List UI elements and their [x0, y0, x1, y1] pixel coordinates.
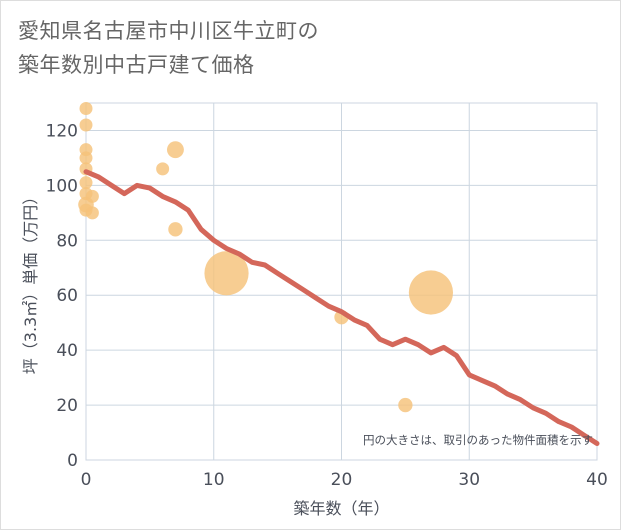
y-axis-label: 坪（3.3㎡）単価（万円） — [21, 189, 40, 374]
data-point — [79, 151, 93, 165]
data-points — [78, 101, 454, 413]
x-tick-label: 20 — [331, 470, 353, 490]
y-tick-label: 20 — [56, 396, 78, 416]
data-point — [398, 397, 413, 413]
data-point — [85, 189, 99, 203]
chart-title-line1: 愛知県名古屋市中川区牛立町の — [18, 19, 319, 43]
axis-ticks: 0 20 40 60 80 100 120 0 10 20 30 40 — [46, 121, 608, 490]
x-tick-label: 10 — [203, 470, 225, 490]
x-tick-label: 30 — [458, 470, 480, 490]
grid — [85, 102, 598, 461]
data-point — [408, 270, 454, 315]
y-tick-label: 60 — [56, 286, 78, 306]
trend-line-path — [83, 169, 600, 446]
data-point — [79, 101, 93, 115]
chart-title: 愛知県名古屋市中川区牛立町の 築年数別中古戸建て価格 — [18, 14, 319, 82]
data-point — [166, 141, 184, 159]
chart-title-line2: 築年数別中古戸建て価格 — [18, 53, 255, 77]
size-note: 円の大きさは、取引のあった物件面積を示す — [363, 433, 593, 447]
data-point — [79, 176, 93, 190]
trend-line — [83, 169, 600, 446]
x-tick-label: 0 — [81, 470, 92, 490]
y-tick-label: 0 — [67, 451, 78, 471]
data-point — [85, 206, 99, 220]
y-tick-label: 120 — [46, 121, 78, 141]
data-point — [204, 251, 249, 296]
x-tick-label: 40 — [586, 470, 608, 490]
x-axis-label: 築年数（年） — [293, 499, 389, 518]
y-tick-label: 40 — [56, 341, 78, 361]
data-point — [168, 222, 183, 237]
y-tick-label: 80 — [56, 231, 78, 251]
y-tick-label: 100 — [46, 176, 78, 196]
data-point — [156, 162, 170, 176]
data-point — [79, 118, 93, 132]
